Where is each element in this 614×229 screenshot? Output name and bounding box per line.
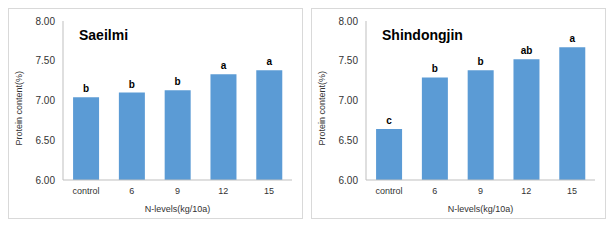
svg-text:a: a xyxy=(569,33,575,44)
svg-text:7.00: 7.00 xyxy=(339,95,359,106)
svg-text:6.00: 6.00 xyxy=(36,175,56,186)
svg-text:12: 12 xyxy=(218,186,228,196)
svg-text:6: 6 xyxy=(129,186,134,196)
svg-text:6.50: 6.50 xyxy=(36,135,56,146)
svg-text:control: control xyxy=(72,186,99,196)
svg-text:b: b xyxy=(129,79,135,90)
svg-text:control: control xyxy=(375,186,402,196)
svg-text:7.00: 7.00 xyxy=(36,95,56,106)
svg-text:7.50: 7.50 xyxy=(36,55,56,66)
svg-text:15: 15 xyxy=(567,186,577,196)
svg-text:Protein content(%): Protein content(%) xyxy=(14,71,24,146)
html-text:Shindongjin: Shindongjin xyxy=(382,27,463,43)
svg-text:ab: ab xyxy=(521,45,533,56)
svg-text:9: 9 xyxy=(478,186,483,196)
svg-text:a: a xyxy=(221,60,227,71)
svg-text:b: b xyxy=(432,63,438,74)
svg-text:6: 6 xyxy=(432,186,437,196)
svg-text:6.50: 6.50 xyxy=(339,135,359,146)
svg-text:b: b xyxy=(175,76,181,87)
svg-text:N-levels(kg/10a): N-levels(kg/10a) xyxy=(448,204,514,214)
svg-text:15: 15 xyxy=(264,186,274,196)
svg-text:8.00: 8.00 xyxy=(339,16,359,27)
svg-text:9: 9 xyxy=(175,186,180,196)
html-text:Saeilmi: Saeilmi xyxy=(79,27,128,43)
svg-text:7.50: 7.50 xyxy=(339,55,359,66)
svg-text:12: 12 xyxy=(521,186,531,196)
svg-text:Protein content(%): Protein content(%) xyxy=(317,71,327,146)
svg-text:N-levels(kg/10a): N-levels(kg/10a) xyxy=(145,204,211,214)
svg-text:6.00: 6.00 xyxy=(339,175,359,186)
svg-text:c: c xyxy=(386,115,392,126)
svg-text:b: b xyxy=(83,83,89,94)
svg-text:8.00: 8.00 xyxy=(36,16,56,27)
svg-text:b: b xyxy=(478,56,484,67)
svg-text:a: a xyxy=(266,56,272,67)
